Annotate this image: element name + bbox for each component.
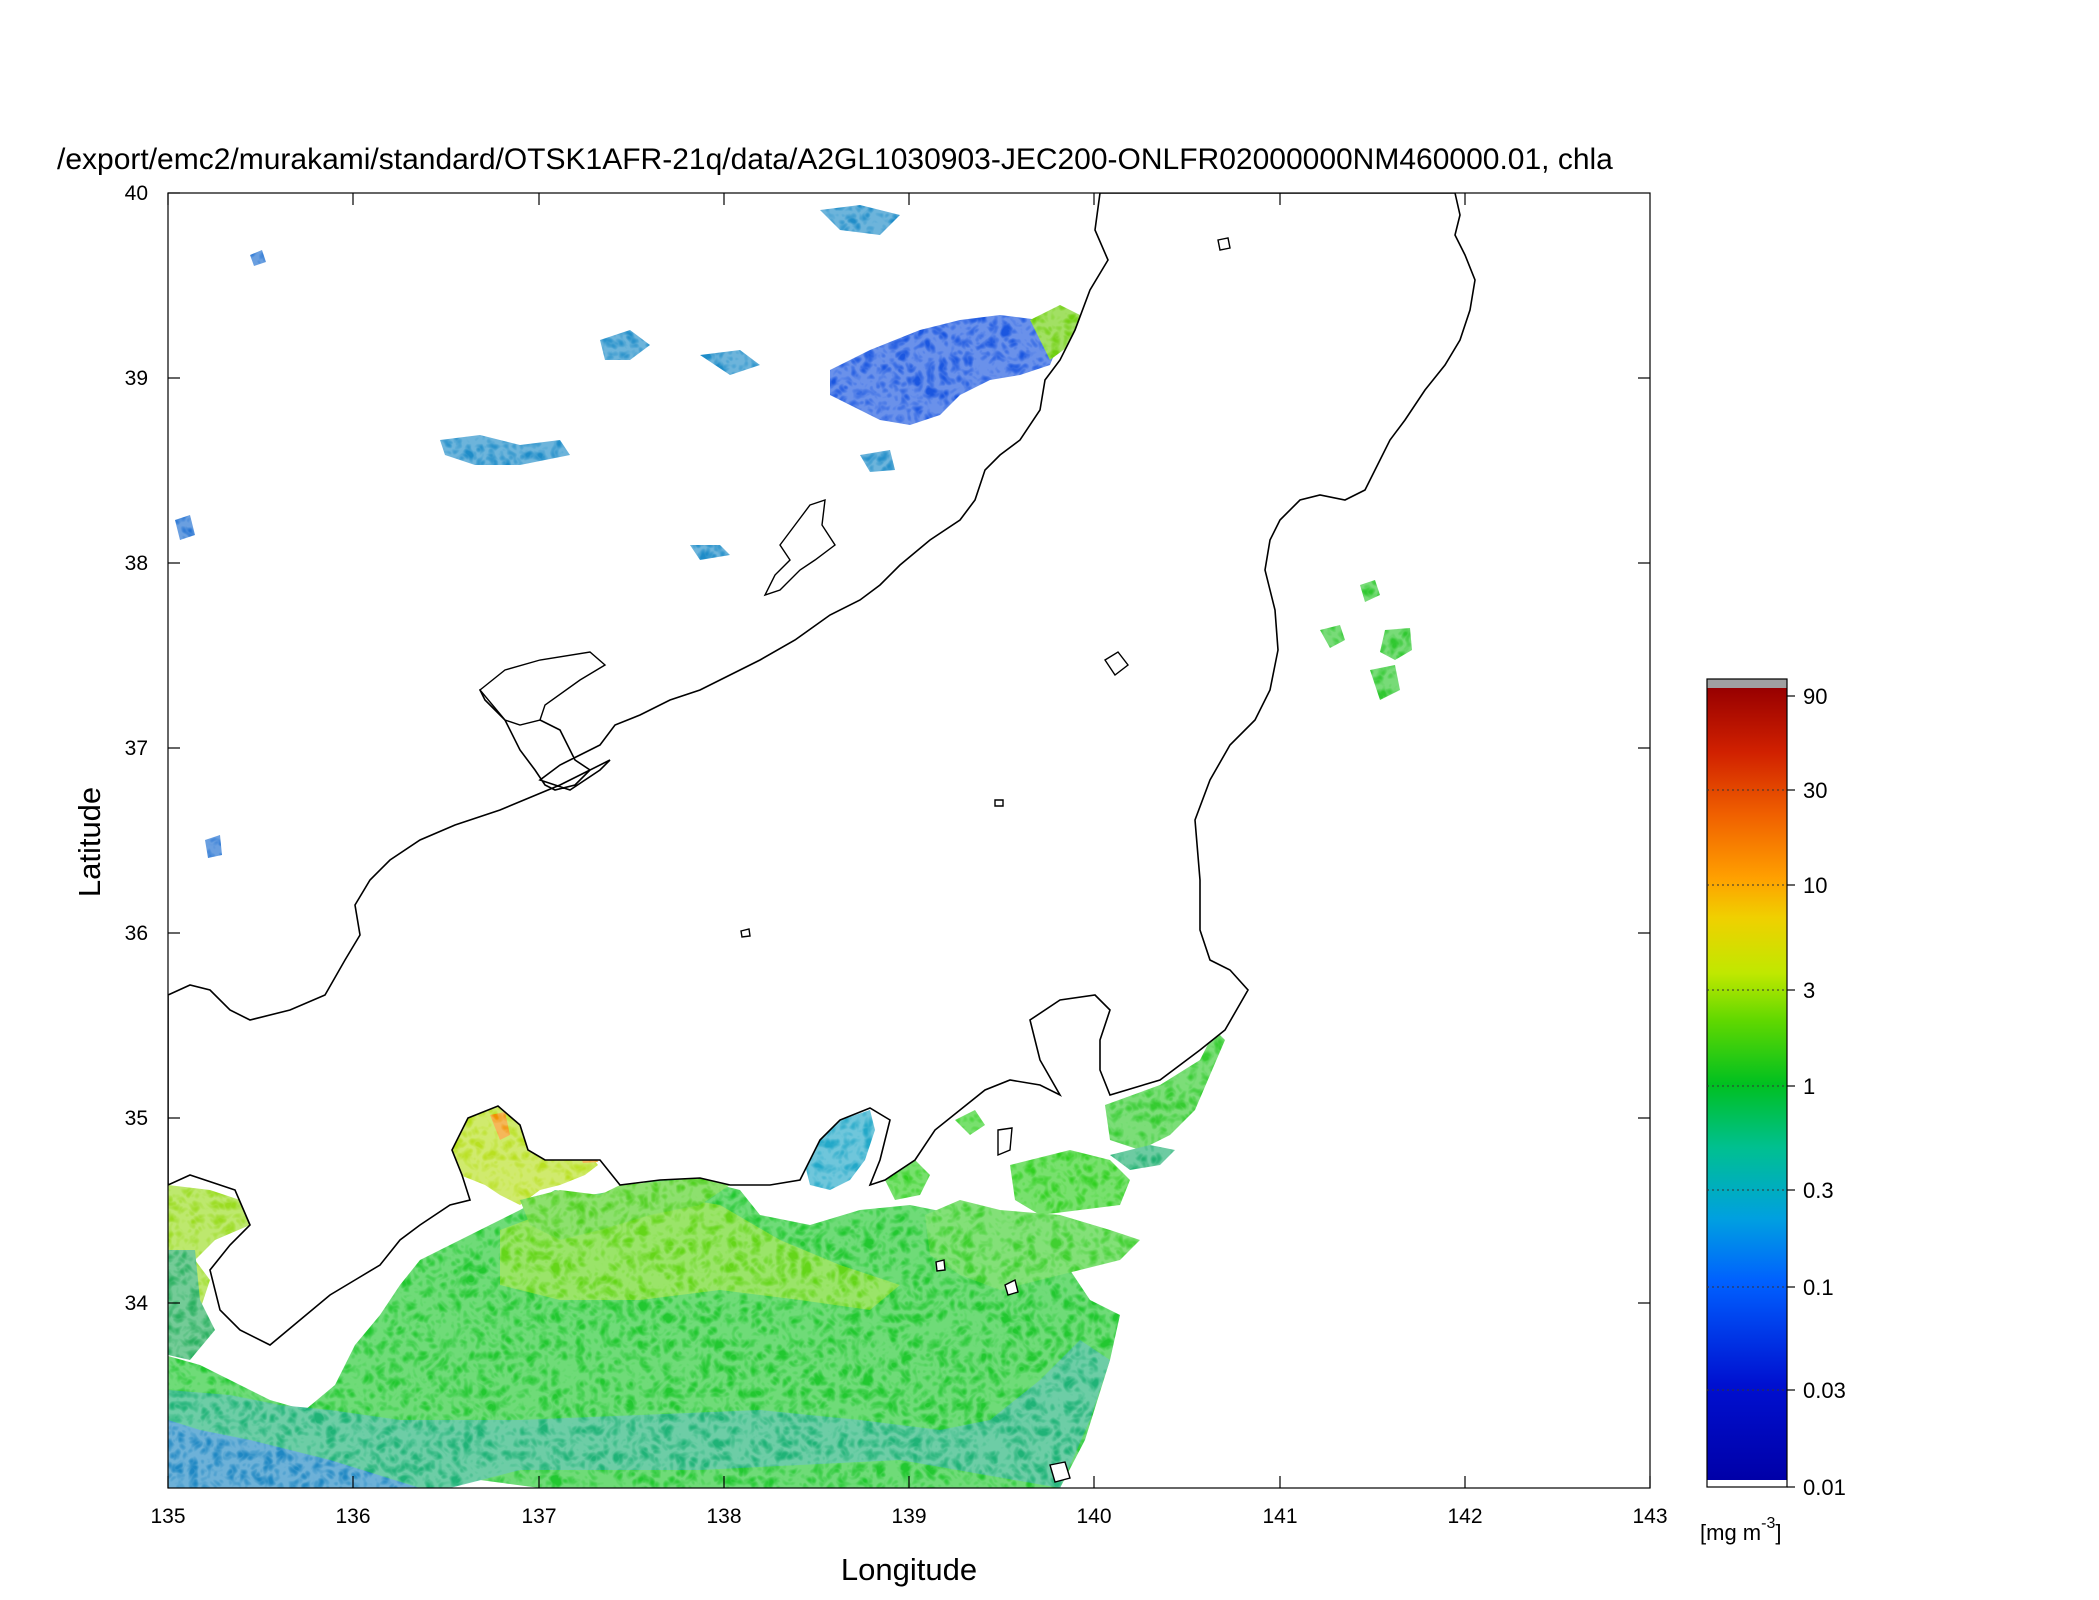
colorbar-tick-label: 0.3 — [1803, 1178, 1834, 1203]
lat-tick-label: 38 — [125, 552, 148, 575]
figure-title: /export/emc2/murakami/standard/OTSK1AFR-… — [57, 143, 1613, 176]
colorbar-tick-label: 3 — [1803, 978, 1815, 1003]
colorbar-tick-label: 90 — [1803, 684, 1827, 709]
lat-ticks — [168, 192, 1650, 1304]
lat-tick-label: 34 — [125, 1292, 149, 1315]
colorbar-gradient — [1707, 688, 1787, 1480]
lat-tick-label: 36 — [125, 922, 148, 945]
colorbar-tick-label: 10 — [1803, 873, 1827, 898]
colorbar-unit-label: [mg m-3] — [1700, 1515, 1781, 1545]
colorbar: 0.01 0.03 0.1 0.3 1 3 10 30 90 [mg m-3] — [1700, 678, 1846, 1545]
colorbar-tick-marks — [1787, 695, 1795, 1488]
lon-tick-label: 137 — [521, 1505, 556, 1528]
small-island-4 — [935, 1259, 946, 1272]
colorbar-tick-label: 1 — [1803, 1074, 1815, 1099]
lat-tick-labels: 34 35 36 37 38 39 40 — [125, 182, 149, 1315]
noto-peninsula — [479, 651, 607, 726]
small-island-3 — [1004, 1278, 1019, 1296]
lon-tick-label: 142 — [1447, 1505, 1482, 1528]
lon-tick-label: 136 — [335, 1505, 370, 1528]
colorbar-frame — [1706, 678, 1788, 1488]
lon-tick-label: 138 — [706, 1505, 741, 1528]
lat-tick-label: 37 — [125, 737, 148, 760]
colorbar-tick-label: 0.1 — [1803, 1275, 1834, 1300]
x-axis-label: Longitude — [841, 1552, 977, 1587]
colorbar-tick-label: 30 — [1803, 778, 1827, 803]
colorbar-unit-exponent: -3 — [1761, 1515, 1775, 1532]
lat-tick-label: 40 — [125, 182, 148, 205]
lon-tick-label: 141 — [1262, 1505, 1297, 1528]
lon-tick-label: 140 — [1076, 1505, 1111, 1528]
small-island-2 — [997, 1127, 1013, 1157]
y-axis-label: Latitude — [72, 787, 107, 897]
land-mask — [168, 193, 1476, 1483]
lon-tick-label: 135 — [150, 1505, 185, 1528]
colorbar-tick-labels: 0.01 0.03 0.1 0.3 1 3 10 30 90 — [1803, 684, 1846, 1500]
small-island-6 — [1217, 237, 1231, 251]
colorbar-dotted-lines — [1707, 789, 1787, 1391]
lat-tick-label: 35 — [125, 1107, 148, 1130]
small-island-1 — [1104, 651, 1129, 677]
sado-island — [763, 498, 836, 597]
colorbar-overflow-swatch — [1707, 679, 1787, 688]
colorbar-underflow-swatch — [1707, 1480, 1787, 1487]
colorbar-unit-close: ] — [1775, 1520, 1781, 1545]
lon-tick-labels: 135 136 137 138 139 140 141 142 143 — [150, 1505, 1667, 1528]
colorbar-tick-label: 0.03 — [1803, 1378, 1846, 1403]
small-island-8 — [994, 799, 1004, 807]
lon-ticks — [167, 193, 1651, 1488]
lon-tick-label: 139 — [891, 1505, 926, 1528]
small-island-5 — [1049, 1461, 1071, 1483]
lon-tick-label: 143 — [1632, 1505, 1667, 1528]
lat-tick-label: 39 — [125, 367, 148, 390]
colorbar-tick-label: 0.01 — [1803, 1475, 1846, 1500]
honshu-land — [168, 193, 1476, 1346]
small-island-7 — [740, 928, 751, 938]
map-panel: 135 136 137 138 139 140 141 142 143 34 3… — [72, 182, 1668, 1587]
colorbar-unit-text: [mg m — [1700, 1520, 1761, 1545]
